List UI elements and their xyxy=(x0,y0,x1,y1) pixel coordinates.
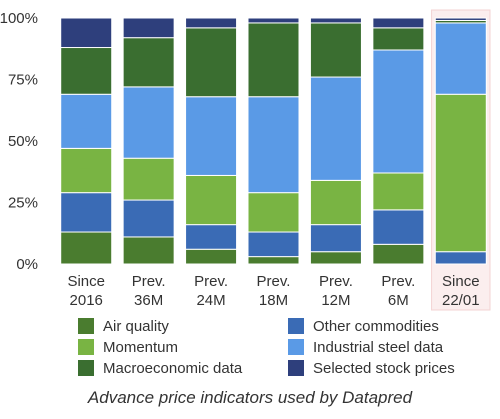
legend-swatch xyxy=(78,360,94,376)
bar-segment-macroeconomic-data xyxy=(185,27,238,98)
bar-segment-macroeconomic-data xyxy=(60,47,113,95)
bar-segment-other-commodities xyxy=(434,251,487,265)
bar-segment-selected-stock-prices xyxy=(60,17,113,49)
bar-segment-other-commodities xyxy=(247,231,300,258)
bar-segment-macroeconomic-data xyxy=(372,27,425,51)
y-tick-label: 25% xyxy=(8,195,38,212)
bar-segment-air-quality xyxy=(247,256,300,265)
bar-segment-industrial-steel-data xyxy=(122,86,175,159)
y-tick-label: 100% xyxy=(0,10,38,27)
legend-swatch xyxy=(288,360,304,376)
bar-segment-momentum xyxy=(185,174,238,226)
x-tick-label: Prev. xyxy=(194,273,228,290)
bar-segment-selected-stock-prices xyxy=(185,17,238,29)
bar-segment-selected-stock-prices xyxy=(309,17,362,24)
legend-swatch xyxy=(78,339,94,355)
bar-segment-momentum xyxy=(60,147,113,194)
y-tick-label: 75% xyxy=(8,72,38,89)
bar-segment-momentum xyxy=(247,192,300,233)
bar-segment-industrial-steel-data xyxy=(60,93,113,149)
legend-label: Air quality xyxy=(103,318,169,335)
x-tick-label: Since xyxy=(442,273,480,290)
bar-segment-selected-stock-prices xyxy=(434,17,487,21)
bar-segment-air-quality xyxy=(372,243,425,265)
x-tick-label: 2016 xyxy=(70,292,103,309)
bar-segment-selected-stock-prices xyxy=(247,17,300,24)
bar-segment-momentum xyxy=(309,179,362,226)
legend-label: Other commodities xyxy=(313,318,439,335)
bar-segment-other-commodities xyxy=(60,192,113,233)
bar-segment-industrial-steel-data xyxy=(372,49,425,174)
x-tick-label: Prev. xyxy=(132,273,166,290)
x-tick-label: Prev. xyxy=(257,273,291,290)
bar-segment-other-commodities xyxy=(185,224,238,250)
bar-segment-other-commodities xyxy=(372,209,425,245)
y-tick-label: 0% xyxy=(16,256,38,273)
x-tick-label: 22/01 xyxy=(442,292,480,309)
y-tick-label: 50% xyxy=(8,133,38,150)
x-tick-label: Prev. xyxy=(381,273,415,290)
x-tick-label: Prev. xyxy=(319,273,353,290)
bar-segment-macroeconomic-data xyxy=(247,22,300,98)
bar-segment-industrial-steel-data xyxy=(309,76,362,181)
bar-segment-air-quality xyxy=(309,251,362,265)
bar-segment-macroeconomic-data xyxy=(122,37,175,88)
bar-segment-selected-stock-prices xyxy=(372,17,425,29)
bar-segment-selected-stock-prices xyxy=(122,17,175,39)
chart-caption: Advance price indicators used by Datapre… xyxy=(87,388,413,407)
x-tick-label: 6M xyxy=(388,292,409,309)
bar-segment-other-commodities xyxy=(309,224,362,253)
x-tick-label: 36M xyxy=(134,292,163,309)
legend-swatch xyxy=(288,318,304,334)
legend-label: Macroeconomic data xyxy=(103,360,243,377)
x-tick-label: 24M xyxy=(196,292,225,309)
bar-segment-air-quality xyxy=(122,236,175,265)
bar-segment-momentum xyxy=(434,93,487,253)
legend-label: Momentum xyxy=(103,339,178,356)
bar-segment-other-commodities xyxy=(122,199,175,238)
legend-swatch xyxy=(288,339,304,355)
x-tick-label: 12M xyxy=(321,292,350,309)
bar-segment-industrial-steel-data xyxy=(434,22,487,95)
bar-segment-macroeconomic-data xyxy=(309,22,362,78)
legend-swatch xyxy=(78,318,94,334)
x-tick-label: Since xyxy=(67,273,105,290)
legend-label: Selected stock prices xyxy=(313,360,455,377)
bar-segment-air-quality xyxy=(185,248,238,265)
bar-segment-momentum xyxy=(372,172,425,211)
x-tick-label: 18M xyxy=(259,292,288,309)
bar-segment-momentum xyxy=(122,157,175,201)
bar-segment-industrial-steel-data xyxy=(247,96,300,194)
legend-label: Industrial steel data xyxy=(313,339,444,356)
bar-segment-air-quality xyxy=(60,231,113,265)
bar-segment-industrial-steel-data xyxy=(185,96,238,176)
